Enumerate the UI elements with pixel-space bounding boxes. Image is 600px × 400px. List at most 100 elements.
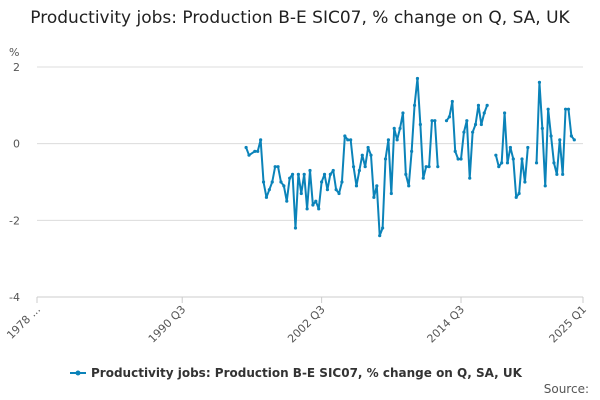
data-point	[253, 149, 257, 153]
data-point	[375, 184, 379, 188]
data-point	[351, 165, 356, 169]
data-point	[305, 207, 309, 211]
data-point	[453, 149, 457, 153]
data-point	[331, 168, 335, 173]
data-point	[456, 157, 460, 161]
data-point	[410, 149, 414, 153]
data-point	[468, 176, 472, 180]
data-point	[500, 161, 504, 165]
data-point	[366, 145, 370, 150]
data-point	[259, 138, 263, 142]
data-point	[482, 111, 486, 115]
data-point	[360, 153, 364, 157]
data-point	[381, 226, 385, 230]
data-point	[383, 157, 388, 161]
data-point	[412, 103, 417, 107]
data-point	[418, 122, 422, 127]
data-point	[505, 161, 510, 165]
data-point	[296, 172, 300, 176]
data-point	[389, 191, 393, 196]
data-point	[450, 99, 454, 104]
data-point	[476, 103, 481, 107]
data-point	[566, 107, 571, 111]
legend: Productivity jobs: Production B-E SIC07,…	[70, 366, 523, 380]
series-lines	[244, 76, 576, 238]
data-point	[561, 172, 565, 176]
x-tick-label: 1978 ...	[4, 303, 43, 342]
data-point	[293, 226, 298, 230]
data-point	[363, 165, 367, 169]
data-point	[563, 107, 568, 111]
data-point	[552, 161, 556, 165]
data-point	[357, 168, 361, 173]
data-point	[308, 168, 312, 173]
data-point	[511, 157, 515, 161]
data-point	[526, 145, 530, 150]
data-point	[444, 119, 449, 123]
data-point	[392, 126, 396, 130]
data-point	[372, 195, 376, 199]
y-tick-label: 0	[13, 138, 20, 151]
data-point	[349, 138, 353, 142]
data-point	[537, 80, 542, 84]
data-point	[386, 138, 391, 142]
data-point	[270, 180, 274, 184]
data-point	[290, 172, 295, 176]
data-point	[343, 134, 347, 138]
data-point	[267, 188, 271, 192]
chart-title: Productivity jobs: Production B-E SIC07,…	[30, 8, 570, 28]
data-point	[311, 203, 315, 207]
x-tick-label: 1990 Q3	[146, 303, 189, 346]
data-point	[340, 180, 344, 184]
series-line	[535, 81, 576, 187]
data-point	[558, 138, 562, 142]
source-label: Source:	[544, 382, 589, 396]
data-point	[465, 119, 469, 123]
data-point	[276, 165, 280, 169]
data-point	[479, 122, 483, 127]
data-point	[369, 153, 373, 157]
data-point	[415, 76, 420, 81]
data-point	[322, 172, 327, 176]
data-point	[421, 176, 425, 180]
data-point	[424, 165, 428, 169]
data-point	[523, 180, 527, 184]
data-point	[354, 184, 359, 188]
data-point	[247, 153, 251, 157]
data-point	[430, 119, 434, 123]
data-point	[555, 172, 559, 176]
data-point	[325, 188, 330, 192]
data-point	[244, 145, 248, 150]
y-tick-label: 2	[13, 61, 20, 74]
data-point	[285, 199, 289, 203]
data-point	[299, 191, 303, 196]
data-point	[508, 145, 512, 150]
data-point	[378, 234, 382, 238]
data-point	[346, 138, 350, 142]
data-point	[273, 165, 277, 169]
data-point	[473, 122, 478, 127]
data-point	[288, 176, 292, 180]
data-point	[447, 115, 451, 119]
data-point	[459, 157, 463, 161]
data-point	[534, 161, 539, 165]
data-point	[261, 180, 266, 184]
data-point	[497, 165, 501, 169]
data-point	[494, 153, 498, 157]
y-tick-label: -2	[9, 214, 20, 227]
data-point	[334, 188, 338, 192]
data-point	[569, 134, 573, 138]
data-point	[404, 172, 408, 176]
data-point	[398, 126, 402, 130]
data-point	[401, 111, 405, 115]
data-point	[572, 138, 576, 142]
data-point	[279, 180, 283, 184]
data-point	[407, 184, 411, 188]
data-point	[543, 184, 547, 188]
data-point	[549, 134, 553, 138]
data-point	[433, 119, 437, 123]
data-point	[320, 180, 324, 184]
data-point	[471, 130, 475, 134]
series-line	[245, 77, 439, 237]
data-point	[517, 191, 521, 196]
